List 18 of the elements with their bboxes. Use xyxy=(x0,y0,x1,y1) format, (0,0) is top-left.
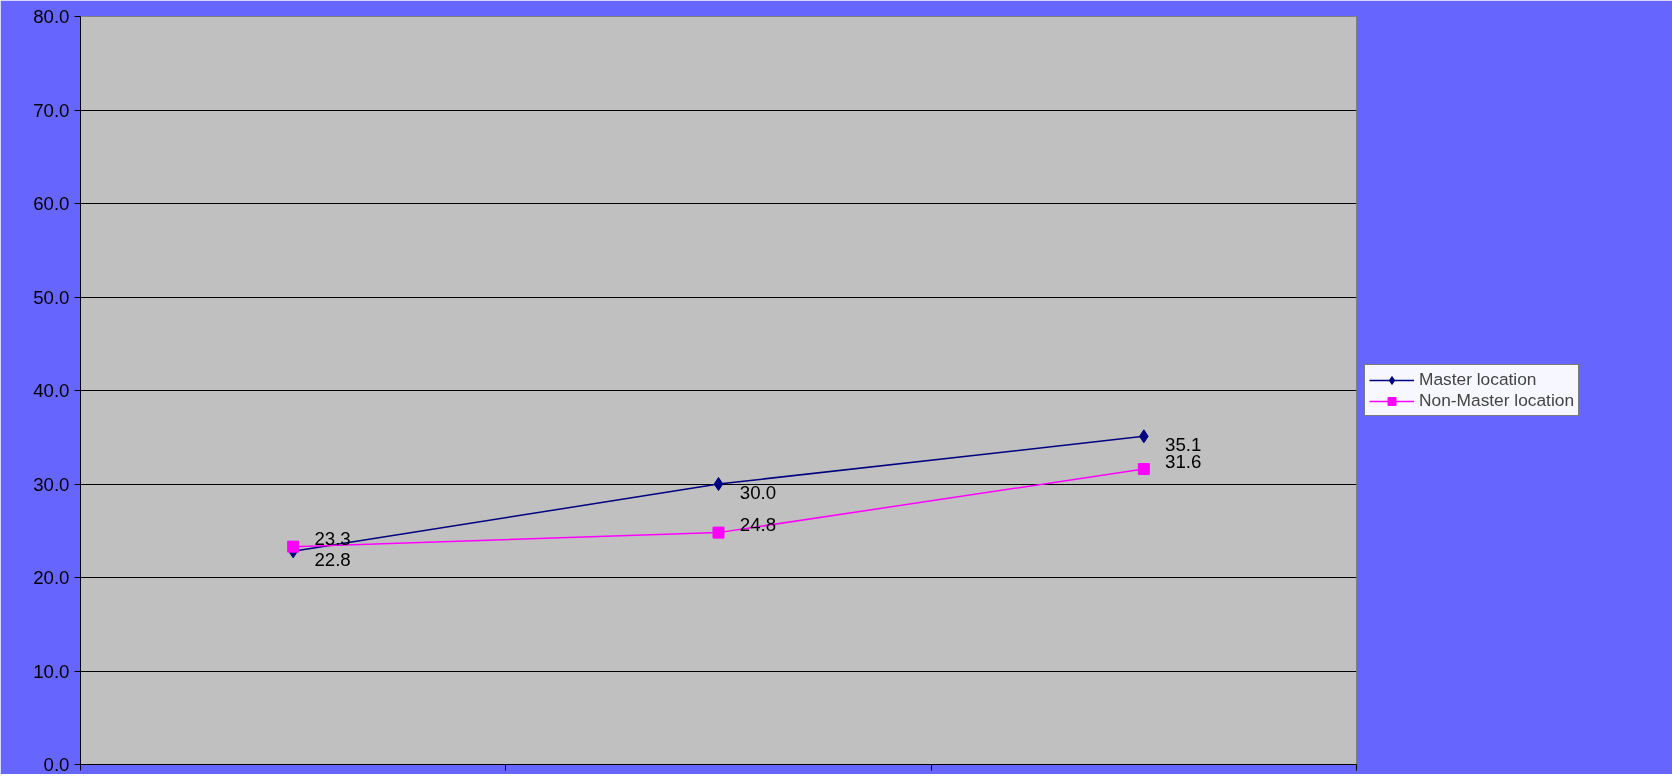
point xyxy=(1137,463,1150,476)
legend-label: Master location xyxy=(1419,369,1537,390)
point xyxy=(287,540,300,553)
y-tick-label: 60.0 xyxy=(33,193,70,214)
y-tick-label: 20.0 xyxy=(33,567,70,588)
data-label: 30.0 xyxy=(739,481,777,503)
point xyxy=(713,477,724,491)
legend-label: Non-Master location xyxy=(1419,390,1575,411)
y-tick-label: 30.0 xyxy=(33,473,70,495)
data-label: 22.8 xyxy=(314,548,351,570)
y-tick-label: 0.0 xyxy=(43,754,70,775)
y-tick-label: 70.0 xyxy=(33,99,70,121)
data-label: 23.3 xyxy=(314,528,351,550)
y-tick-label: 10.0 xyxy=(33,660,70,682)
y-tick-label: 40.0 xyxy=(33,380,70,401)
point xyxy=(712,526,725,539)
y-tick-label: 50.0 xyxy=(33,286,70,308)
y-tick-label: 80.0 xyxy=(33,6,70,27)
